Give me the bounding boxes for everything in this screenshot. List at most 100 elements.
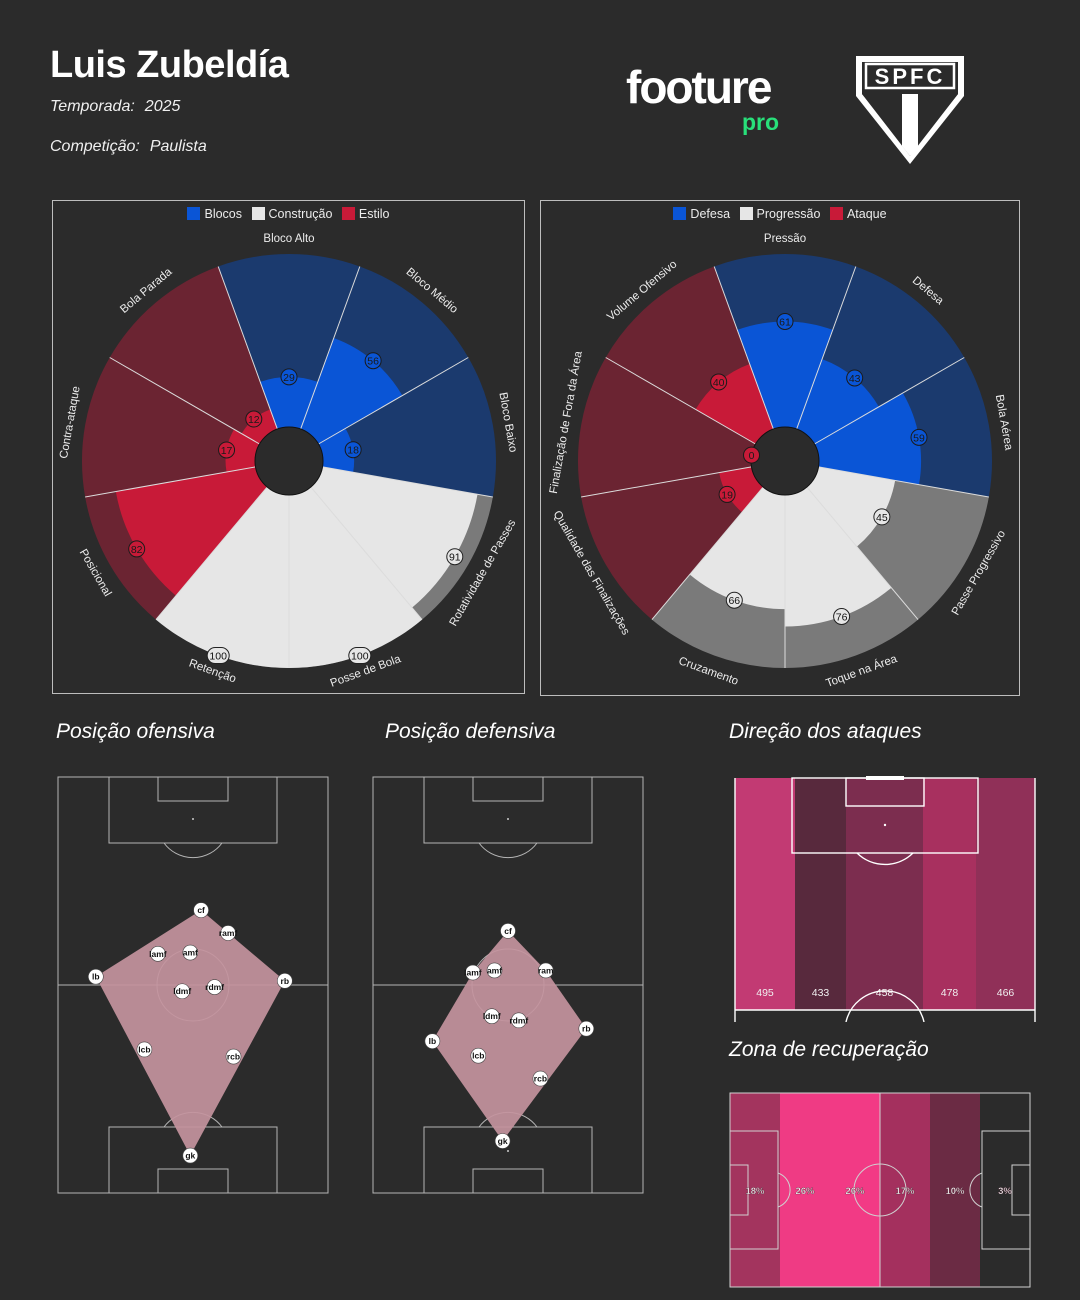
radar-value-badge: 29 xyxy=(280,368,298,386)
radar-value-wedge xyxy=(115,466,268,596)
player-marker: lamf xyxy=(149,946,167,962)
radar-value-label: 0 xyxy=(749,450,755,462)
radar-value-badge: 17 xyxy=(218,441,236,459)
recovery-band xyxy=(980,1093,1030,1287)
direction-band xyxy=(795,778,846,1010)
left-radar-panel: Blocos Construção Estilo 29 Bloco Alto 56 B… xyxy=(52,200,525,694)
radar-value-label: 45 xyxy=(876,512,888,524)
pitch-arc-top xyxy=(163,842,223,859)
player-label: rdmf xyxy=(509,1015,528,1025)
radar-background-wedge xyxy=(218,254,360,430)
player-label: ldmf xyxy=(173,986,191,996)
left-radar-legend: Blocos Construção Estilo xyxy=(53,207,524,221)
radar-value-badge: 100 xyxy=(206,647,230,665)
pitch-penalty-area-top xyxy=(423,776,593,844)
recovery-arc-right xyxy=(969,1172,983,1208)
radar-value-label: 43 xyxy=(849,373,861,385)
offensive-position-pitch: cf ramf lamf amf lb rb rdmf ldmf lcb rcb gk xyxy=(57,776,329,1194)
recovery-value-label: 3% xyxy=(998,1186,1012,1197)
radar-value-wedge xyxy=(241,409,278,444)
radar-value-label: 82 xyxy=(131,544,143,556)
competition-label: Competição: xyxy=(50,138,140,155)
coach-name: Luis Zubeldía xyxy=(50,44,289,86)
radar-value-wedge xyxy=(814,392,922,485)
legend-item: Construção xyxy=(251,207,332,221)
player-marker: cf xyxy=(500,923,516,939)
player-marker: ramf xyxy=(219,925,237,941)
player-label: rcb xyxy=(534,1074,547,1084)
direction-value-label: 478 xyxy=(941,987,959,999)
radar-center xyxy=(750,426,820,496)
legend-item: Blocos xyxy=(187,207,242,221)
brand-main-text: footure xyxy=(626,61,772,113)
pitch-spot-bottom xyxy=(507,1150,509,1152)
radar-category-label: Bloco Baixo xyxy=(496,392,518,454)
radar-value-label: 59 xyxy=(913,432,925,444)
recovery-value-label: 17% xyxy=(895,1186,915,1197)
direction-value-label: 433 xyxy=(812,987,830,999)
pitch-arc-top xyxy=(478,842,538,859)
recovery-value-label: 10% xyxy=(945,1186,965,1197)
formation-hull xyxy=(432,930,587,1141)
radar-divider xyxy=(814,357,965,445)
radar-value-wedge xyxy=(689,487,785,610)
radar-divider xyxy=(581,466,752,498)
radar-value-badge: 43 xyxy=(846,369,864,387)
player-label: gk xyxy=(498,1136,508,1146)
radar-value-badge: 100 xyxy=(348,647,372,665)
radar-value-label: 100 xyxy=(209,651,227,663)
direction-penalty-spot xyxy=(883,823,887,827)
radar-value-wedge xyxy=(310,466,478,608)
radar-divider xyxy=(605,357,756,445)
radar-value-label: 76 xyxy=(836,612,848,624)
player-marker: amf xyxy=(182,944,199,961)
radar-value-wedge xyxy=(737,321,833,430)
player-marker: ldmf xyxy=(483,1008,501,1024)
player-marker: cf xyxy=(193,902,209,918)
radar-divider xyxy=(85,466,256,498)
offensive-position-title: Posição ofensiva xyxy=(56,720,215,743)
radar-value-badge: 12 xyxy=(245,410,263,428)
radar-value-badge: 40 xyxy=(710,373,728,391)
attack-direction-heatmap: 495 433 458 478 466 xyxy=(734,776,1036,1022)
radar-value-label: 100 xyxy=(351,651,369,663)
radar-value-label: 18 xyxy=(347,445,359,457)
player-label: lamf xyxy=(464,968,482,978)
radar-value-wedge xyxy=(719,466,764,513)
pitch-spot-top xyxy=(507,818,509,820)
radar-value-label: 29 xyxy=(283,372,295,384)
recovery-arc-left xyxy=(777,1172,791,1208)
recovery-goal-area-left xyxy=(729,1164,749,1216)
radar-divider xyxy=(651,486,764,620)
recovery-value-label: 18% xyxy=(745,1186,765,1197)
player-label: rcb xyxy=(227,1052,240,1062)
pitch-spot-top xyxy=(192,818,194,820)
radar-value-label: 91 xyxy=(449,552,461,564)
radar-value-badge: 0 xyxy=(743,446,761,464)
player-label: cf xyxy=(197,905,205,915)
competition-line: Competição: Paulista xyxy=(50,138,207,156)
radar-divider xyxy=(300,266,361,430)
pitch-goal-area-bottom xyxy=(157,1168,229,1194)
recovery-zone-title: Zona de recuperação xyxy=(729,1038,929,1061)
radar-value-wedge xyxy=(785,487,892,627)
radar-background-wedge xyxy=(109,266,278,444)
radar-divider xyxy=(713,266,774,430)
season-line: Temporada: 2025 xyxy=(50,98,180,116)
player-marker: ram xyxy=(538,962,554,979)
recovery-band xyxy=(880,1093,930,1287)
radar-value-label: 17 xyxy=(221,445,233,457)
legend-item: Ataque xyxy=(829,207,887,221)
formation-hull xyxy=(95,910,285,1156)
radar-value-badge: 56 xyxy=(364,352,382,370)
player-marker: rdmf xyxy=(509,1012,528,1029)
radar-value-badge: 59 xyxy=(910,428,928,446)
player-marker: lb xyxy=(87,968,104,985)
player-label: ldmf xyxy=(483,1011,501,1021)
radar-value-badge: 18 xyxy=(344,441,362,459)
radar-value-wedge xyxy=(260,376,318,430)
recovery-band xyxy=(830,1093,880,1287)
player-marker: rb xyxy=(277,973,293,989)
player-marker: amf xyxy=(486,962,503,979)
